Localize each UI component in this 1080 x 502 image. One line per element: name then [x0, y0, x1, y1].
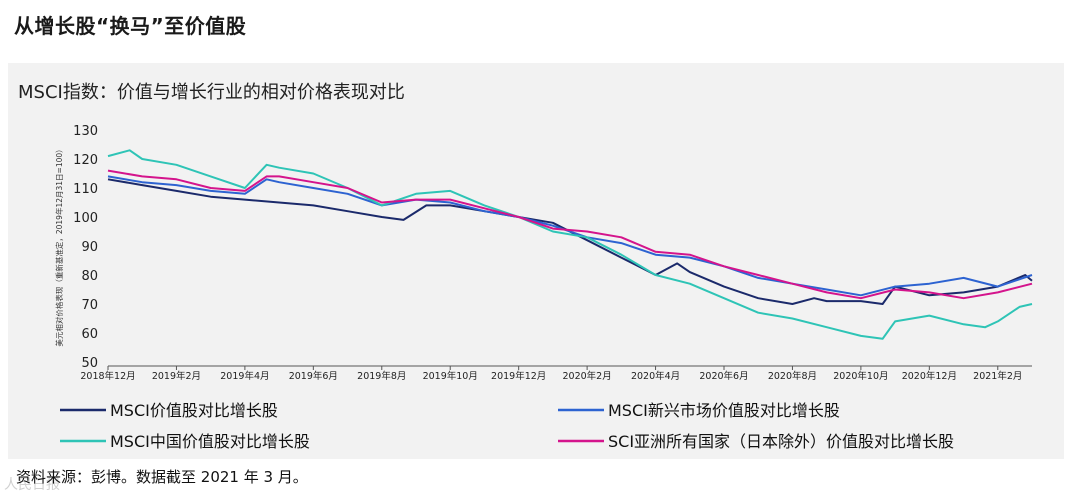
x-tick-label: 2021年2月: [973, 370, 1022, 382]
x-tick-label: 2020年8月: [768, 370, 817, 382]
x-tick-label: 2019年10月: [423, 370, 478, 382]
series-line-1: [107, 178, 1033, 305]
watermark: 人民日报: [4, 477, 60, 493]
legend-label-1: MSCI价值股对比增长股: [110, 401, 278, 420]
legend-label-4: SCI亚洲所有国家（日本除外）价值股对比增长股: [608, 432, 954, 451]
series-line-2: [107, 175, 1033, 297]
series-line-3: [107, 149, 1033, 340]
y-tick-label: 80: [81, 269, 98, 284]
y-tick-label: 90: [81, 240, 98, 255]
y-tick-label: 60: [81, 327, 98, 342]
x-tick-label: 2020年4月: [631, 370, 680, 382]
x-tick-label: 2020年2月: [562, 370, 611, 382]
source-note: 资料来源：彭博。数据截至 2021 年 3 月。: [16, 468, 308, 486]
y-tick-label: 110: [73, 182, 98, 197]
x-tick-label: 2019年4月: [220, 370, 269, 382]
chart-panel: [8, 63, 1064, 459]
x-tick-label: 2019年8月: [357, 370, 406, 382]
plot-area: 50 60 70 80 90 100 110 120 130 美元相对价格表现（重新基准定，201…: [54, 124, 1033, 451]
page-title: 从增长股“换马”至价值股: [14, 14, 247, 38]
y-tick-label: 70: [81, 298, 98, 313]
x-tick-label: 2019年12月: [491, 370, 546, 382]
y-tick-label: 130: [73, 124, 98, 139]
x-tick-label: 2019年2月: [152, 370, 201, 382]
series-line-4: [107, 169, 1033, 300]
legend-label-3: MSCI中国价值股对比增长股: [110, 432, 310, 451]
y-tick-label: 50: [81, 356, 98, 371]
x-tick-label: 2019年6月: [289, 370, 338, 382]
y-tick-label: 120: [73, 153, 98, 168]
x-tick-label: 2020年12月: [902, 370, 957, 382]
legend-label-2: MSCI新兴市场价值股对比增长股: [608, 401, 840, 420]
x-tick-label: 2020年10月: [833, 370, 888, 382]
chart-title: MSCI指数：价值与增长行业的相对价格表现对比: [18, 82, 405, 103]
x-tick-label: 2018年12月: [80, 370, 135, 382]
y-axis-label: 美元相对价格表现（重新基准定，2019年12月31日=100）: [54, 145, 64, 346]
x-tick-label: 2020年6月: [699, 370, 748, 382]
y-tick-label: 100: [73, 211, 98, 226]
